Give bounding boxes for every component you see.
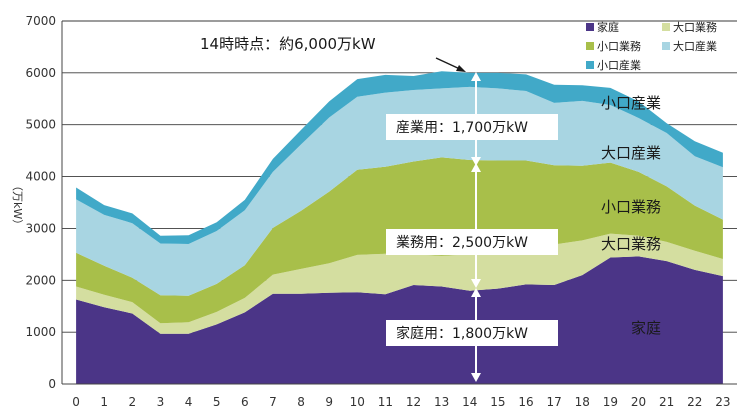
legend: 家庭 大口業務 小口業務 大口産業 小口産業	[586, 20, 717, 72]
area-series-3	[76, 86, 723, 296]
x-tick-label-10: 10	[350, 395, 365, 409]
callout-industry-box	[386, 114, 558, 140]
area-series-1	[76, 233, 723, 334]
y-tick-label-2000: 2000	[25, 273, 56, 287]
x-tick-label-8: 8	[297, 395, 305, 409]
peak-annotation-arrowhead	[456, 65, 466, 72]
legend-swatch-large-business	[662, 23, 670, 31]
x-tick-label-19: 19	[603, 395, 618, 409]
x-tick-label-20: 20	[631, 395, 646, 409]
x-tick-label-21: 21	[659, 395, 674, 409]
arrow-home-top-head	[471, 288, 481, 297]
x-tick-label-15: 15	[490, 395, 505, 409]
area-label-large-industry: 大口産業	[601, 144, 661, 162]
y-axis-unit-label: （万kW）	[11, 180, 24, 230]
y-tick-label-3000: 3000	[25, 221, 56, 235]
area-label-small-industry: 小口産業	[601, 94, 661, 112]
y-tick-label-5000: 5000	[25, 118, 56, 132]
callout-industry: 産業用：1,700万kW	[386, 114, 558, 140]
legend-swatch-small-business	[586, 42, 594, 50]
x-tick-label-17: 17	[547, 395, 562, 409]
x-tick-label-18: 18	[575, 395, 590, 409]
x-tick-label-6: 6	[241, 395, 249, 409]
arrow-industry-top-head	[471, 72, 481, 81]
y-tick-label-1000: 1000	[25, 325, 56, 339]
x-tick-label-22: 22	[687, 395, 702, 409]
x-tick-label-14: 14	[462, 395, 477, 409]
x-tick-label-5: 5	[213, 395, 221, 409]
x-tick-label-16: 16	[518, 395, 533, 409]
x-tick-label-23: 23	[715, 395, 730, 409]
arrow-industry-bottom-head	[471, 157, 481, 166]
x-tick-label-3: 3	[157, 395, 165, 409]
axes	[61, 21, 737, 385]
y-tick-label-7000: 7000	[25, 14, 56, 28]
y-tick-labels: 0 1000 2000 3000 4000 5000 6000 7000	[25, 14, 56, 391]
legend-swatch-large-industry	[662, 42, 670, 50]
peak-annotation: 14時時点：約6,000万kW	[200, 35, 376, 53]
arrow-home-bottom-head	[471, 373, 481, 382]
callout-home: 家庭用：1,800万kW	[386, 320, 558, 346]
legend-label-home: 家庭	[597, 20, 619, 34]
y-tick-label-6000: 6000	[25, 66, 56, 80]
area-label-home: 家庭	[631, 319, 661, 337]
x-tick-label-1: 1	[100, 395, 108, 409]
arrow-business-bottom-head	[471, 279, 481, 288]
y-tick-label-0: 0	[48, 377, 56, 391]
x-tick-label-12: 12	[406, 395, 421, 409]
legend-swatch-small-industry	[586, 61, 594, 69]
x-tick-label-11: 11	[378, 395, 393, 409]
callout-business-text: 業務用：2,500万kW	[396, 235, 528, 251]
arrow-business-top-head	[471, 163, 481, 172]
area-label-large-business: 大口業務	[601, 235, 661, 253]
y-tick-label-4000: 4000	[25, 170, 56, 184]
callout-home-box	[386, 320, 558, 346]
legend-label-large-business: 大口業務	[673, 20, 717, 34]
x-tick-label-4: 4	[185, 395, 193, 409]
legend-label-small-business: 小口業務	[597, 39, 641, 53]
callout-industry-text: 産業用：1,700万kW	[396, 120, 528, 136]
legend-swatch-home	[586, 23, 594, 31]
callout-business-box	[386, 229, 558, 255]
x-tick-label-9: 9	[325, 395, 333, 409]
x-tick-label-13: 13	[434, 395, 449, 409]
area-series-4	[76, 71, 723, 244]
area-label-small-business: 小口業務	[601, 198, 661, 216]
legend-label-large-industry: 大口産業	[673, 39, 717, 53]
x-tick-label-2: 2	[128, 395, 136, 409]
callout-home-text: 家庭用：1,800万kW	[396, 325, 528, 342]
legend-label-small-industry: 小口産業	[597, 59, 641, 72]
x-tick-label-0: 0	[72, 395, 80, 409]
callout-business: 業務用：2,500万kW	[386, 229, 558, 255]
x-tick-labels: 0 1 2 3 4 5 6 7 8 9 10 11 12 13 14 15 16 17 18 19 20 21 22 23	[72, 395, 730, 409]
x-tick-label-7: 7	[269, 395, 277, 409]
